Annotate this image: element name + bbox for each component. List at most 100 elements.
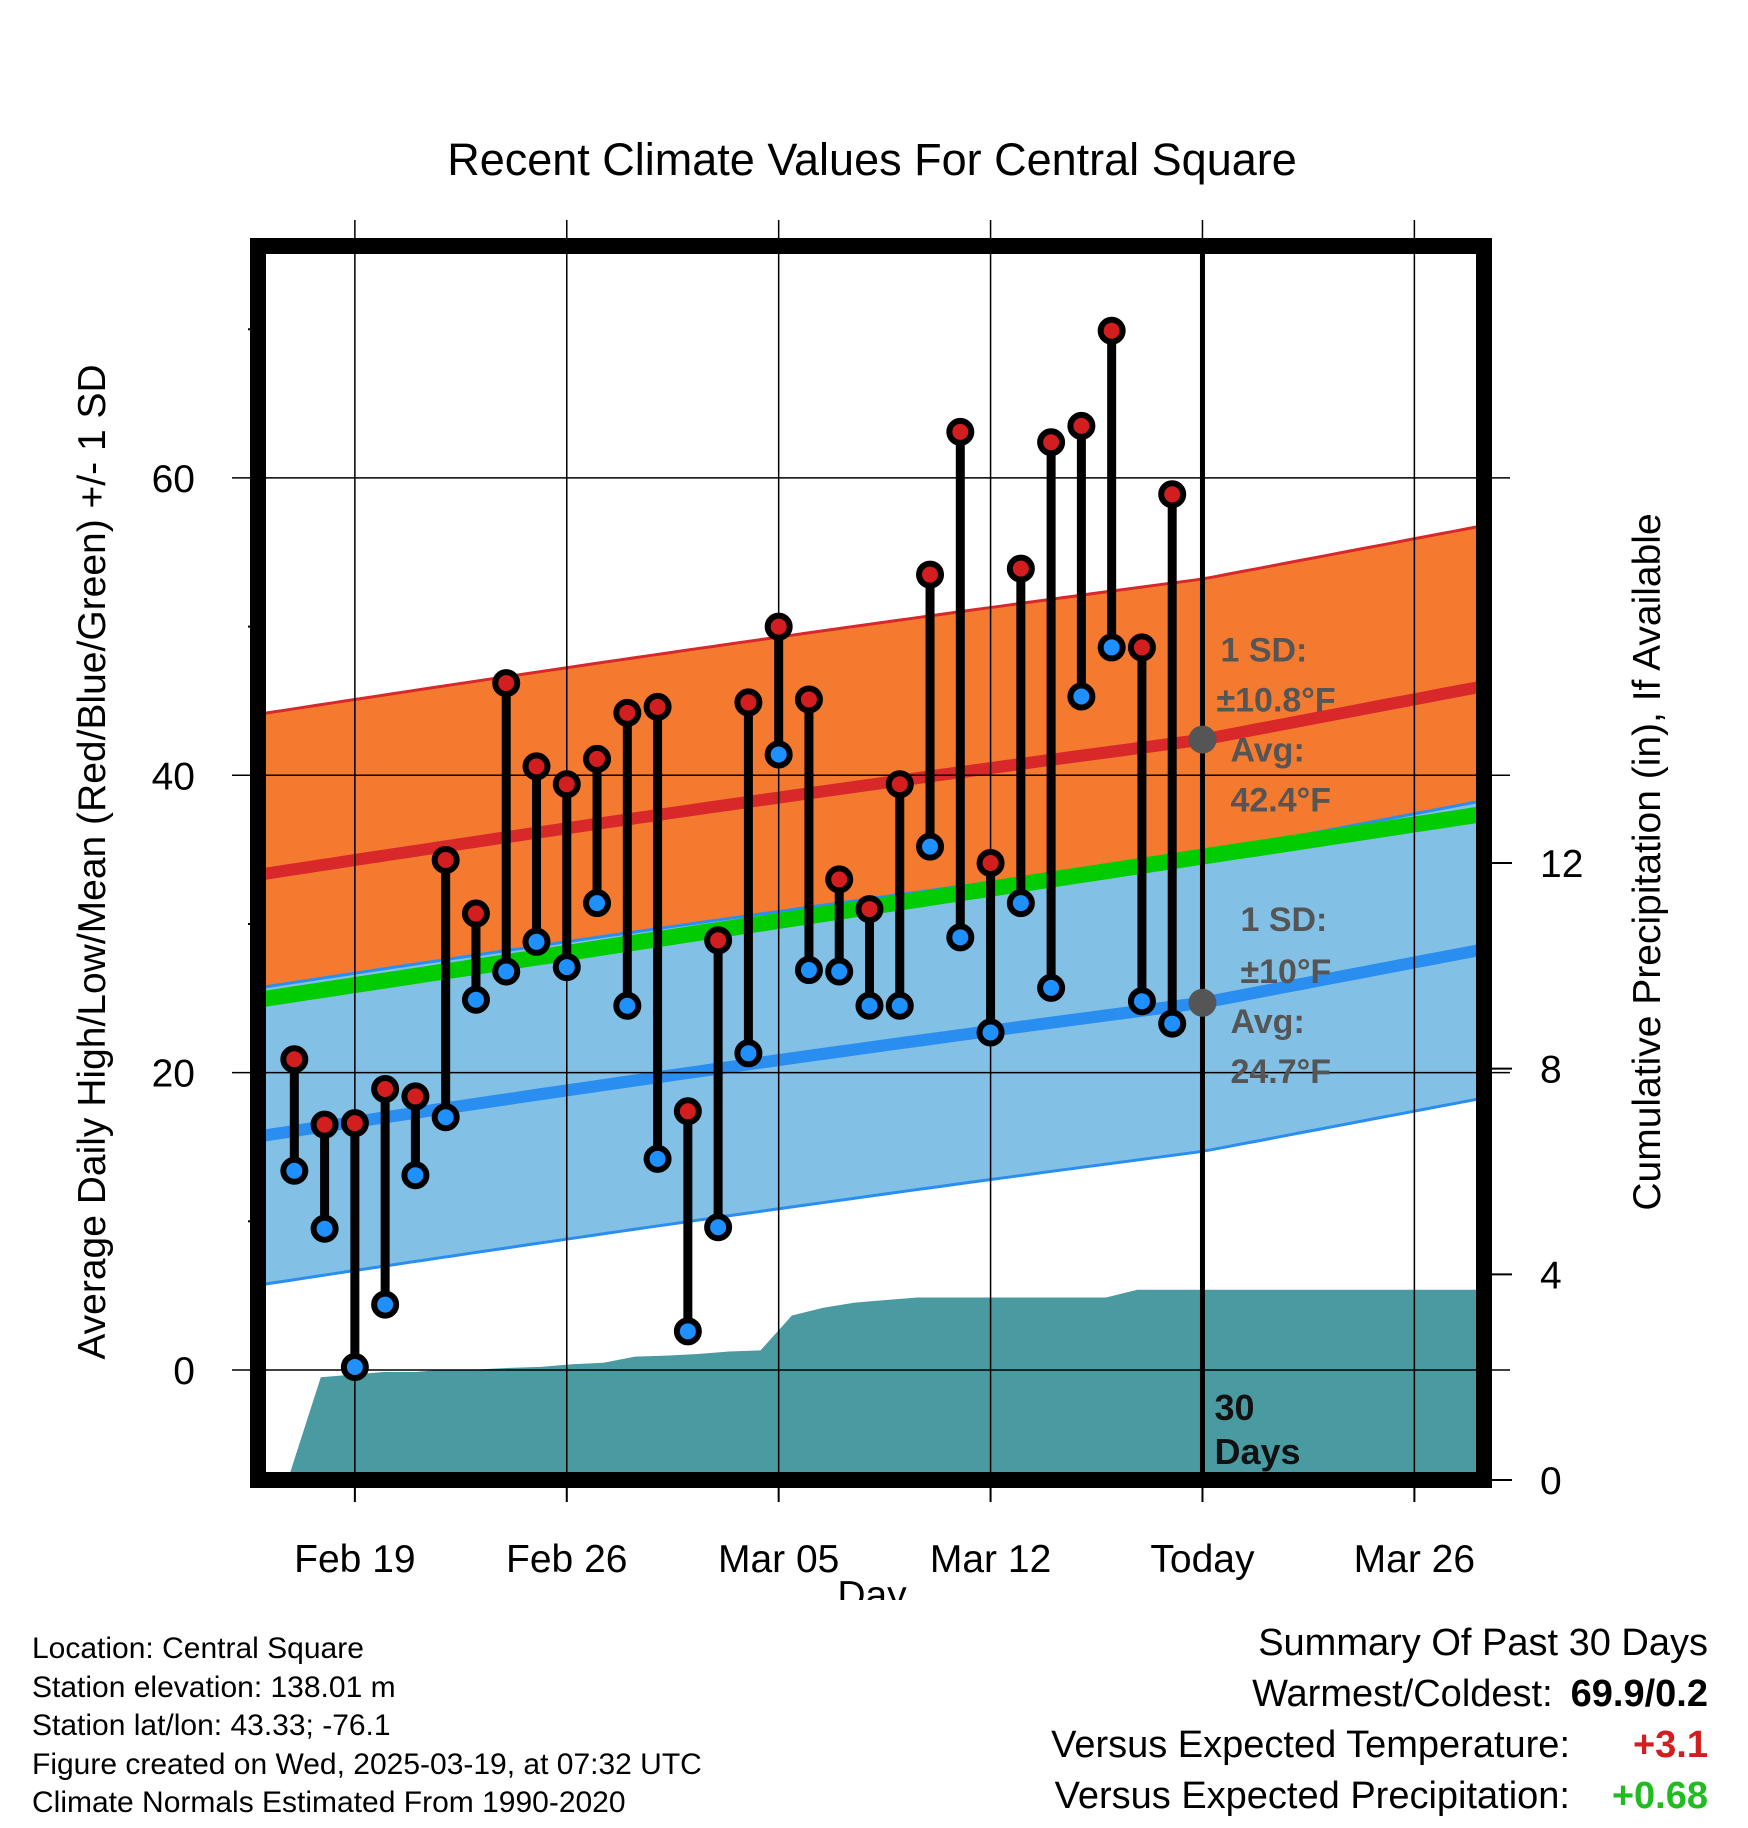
daily-low-point <box>1158 1009 1187 1038</box>
summary-heading: Summary Of Past 30 Days <box>1258 1622 1708 1664</box>
daily-high-point <box>1006 554 1035 583</box>
daily-high-point <box>492 669 521 698</box>
daily-high-point <box>794 685 823 714</box>
y-tick-label-left: 0 <box>173 1350 195 1393</box>
daily-low-point <box>340 1353 369 1382</box>
precip-value: +0.68 <box>1611 1775 1708 1817</box>
daily-high-point <box>1127 633 1156 662</box>
daily-low-point <box>1127 987 1156 1016</box>
low-avg-value-annotation: 24.7°F <box>1230 1053 1331 1091</box>
y-axis-label-right: Cumulative Precipitation (in), If Availa… <box>1626 513 1669 1210</box>
daily-low-point <box>461 985 490 1014</box>
normals-text: Climate Normals Estimated From 1990-2020 <box>32 1786 626 1819</box>
daily-low-point <box>280 1156 309 1185</box>
daily-low-point <box>552 953 581 982</box>
daily-low-point <box>704 1213 733 1242</box>
daily-high-point <box>340 1109 369 1138</box>
high-sd-value-annotation: ±10.8°F <box>1216 682 1335 720</box>
daily-low-point <box>643 1144 672 1173</box>
daily-high-point <box>1097 316 1126 345</box>
daily-high-point <box>855 895 884 924</box>
daily-high-point <box>583 744 612 773</box>
today-high-avg-marker <box>1188 725 1217 754</box>
daily-low-point <box>734 1039 763 1068</box>
x-tick-label: Mar 26 <box>1354 1538 1475 1581</box>
daily-high-point <box>461 899 490 928</box>
daily-low-point <box>764 740 793 769</box>
climate-chart: Recent Climate Values For Central Square… <box>71 134 1669 1600</box>
daily-high-point <box>310 1110 339 1139</box>
summary-warmest-row: Warmest/Coldest: 69.9/0.2 <box>1051 1669 1708 1720</box>
y-tick-label-right: 4 <box>1540 1254 1562 1297</box>
elevation-text: Station elevation: 138.01 m <box>32 1670 396 1704</box>
x-tick-label: Feb 26 <box>506 1538 627 1581</box>
daily-high-point <box>643 692 672 721</box>
daily-high-point <box>1067 411 1096 440</box>
daily-low-point <box>673 1317 702 1346</box>
warmest-label: Warmest/Coldest: <box>1252 1673 1553 1715</box>
normal-low-line <box>258 943 1484 1143</box>
y-tick-label-left: 60 <box>152 458 195 501</box>
y-tick-label-right: 0 <box>1540 1460 1562 1503</box>
daily-high-point <box>976 849 1005 877</box>
daily-low-point <box>371 1290 400 1319</box>
warmest-value: 69.9/0.2 <box>1570 1673 1708 1715</box>
x-tick-label: Feb 19 <box>294 1538 415 1581</box>
summary-precip-row: Versus Expected Precipitation: +0.68 <box>1051 1771 1708 1822</box>
x-tick-label: Mar 12 <box>930 1538 1051 1581</box>
daily-high-point <box>613 698 642 727</box>
y-tick-label-right: 12 <box>1540 843 1583 886</box>
chart-title: Recent Climate Values For Central Square <box>447 134 1297 185</box>
created-text: Figure created on Wed, 2025-03-19, at 07… <box>32 1747 702 1781</box>
x-tick-label: Mar 05 <box>718 1538 839 1581</box>
daily-high-point <box>1037 428 1066 457</box>
normal-high-line <box>258 680 1484 881</box>
station-info: Location: Central Square Station elevati… <box>32 1630 702 1823</box>
daily-low-point <box>522 927 551 956</box>
daily-high-point <box>704 926 733 955</box>
daily-high-point <box>431 846 460 875</box>
location-text: Location: Central Square <box>32 1632 364 1665</box>
temp-label: Versus Expected Temperature: <box>1051 1724 1570 1766</box>
daily-high-point <box>1158 480 1187 509</box>
high-avg-value-annotation: 42.4°F <box>1230 782 1331 820</box>
daily-low-point <box>1006 889 1035 918</box>
daily-low-point <box>916 832 945 861</box>
daily-low-point <box>885 991 914 1020</box>
daily-high-point <box>916 560 945 589</box>
daily-low-point <box>1037 973 1066 1002</box>
daily-low-point <box>583 889 612 918</box>
daily-low-point <box>855 991 884 1020</box>
low-sd-annotation: 1 SD: <box>1240 901 1327 939</box>
daily-high-point <box>885 770 914 799</box>
daily-high-point <box>280 1045 309 1074</box>
high-avg-annotation: Avg: <box>1230 732 1304 770</box>
daily-high-point <box>522 752 551 781</box>
period-days-label: Days <box>1214 1431 1300 1472</box>
precip-label: Versus Expected Precipitation: <box>1054 1775 1570 1817</box>
daily-high-point <box>764 612 793 641</box>
daily-high-point <box>401 1082 430 1111</box>
daily-low-point <box>401 1161 430 1190</box>
y-tick-label-right: 8 <box>1540 1049 1562 1092</box>
daily-high-point <box>734 688 763 717</box>
latlon-text: Station lat/lon: 43.33; -76.1 <box>32 1709 391 1742</box>
daily-high-point <box>825 865 854 894</box>
daily-low-point <box>492 957 521 986</box>
y-tick-label-left: 40 <box>152 755 195 798</box>
daily-low-point <box>613 991 642 1020</box>
low-avg-annotation: Avg: <box>1230 1003 1304 1041</box>
daily-low-point <box>946 923 975 952</box>
summary-panel: Summary Of Past 30 Days Warmest/Coldest:… <box>1051 1618 1708 1822</box>
y-axis-label-left: Average Daily High/Low/Mean (Red/Blue/Gr… <box>71 364 114 1359</box>
low-sd-value-annotation: ±10°F <box>1240 953 1331 991</box>
daily-low-point <box>825 957 854 986</box>
today-low-avg-marker <box>1188 988 1217 1017</box>
daily-low-point <box>1097 633 1126 662</box>
x-axis-label: Day <box>837 1574 907 1600</box>
high-sd-annotation: 1 SD: <box>1220 632 1307 670</box>
daily-high-point <box>552 770 581 799</box>
y-tick-label-left: 20 <box>152 1053 195 1096</box>
daily-low-point <box>431 1103 460 1132</box>
daily-high-point <box>946 417 975 446</box>
